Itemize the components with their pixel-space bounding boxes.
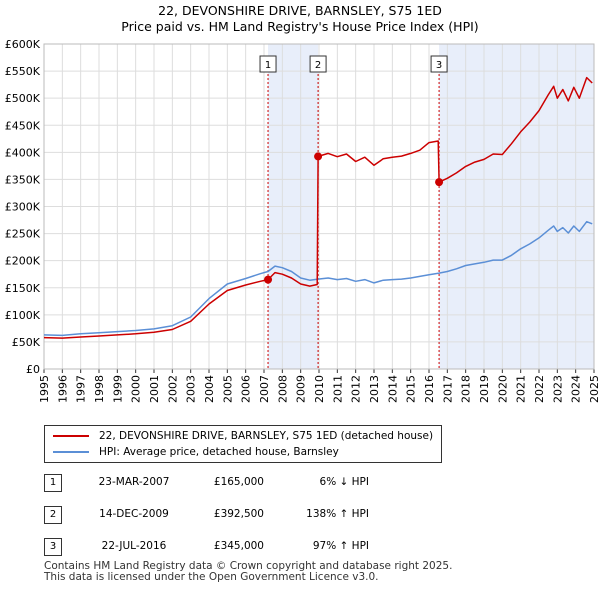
y-tick-label: £550K [5, 65, 41, 78]
x-tick-label: 2021 [515, 375, 528, 403]
y-tick-label: £50K [12, 336, 41, 349]
sale-hpi-change: 97% ↑ HPI [312, 540, 369, 552]
x-tick-label: 2025 [588, 375, 600, 403]
hpi-line [43, 220, 593, 337]
x-tick-label: 2012 [350, 375, 363, 403]
sale-point [264, 275, 273, 284]
sale-point [314, 152, 323, 161]
x-tick-label: 2005 [221, 375, 234, 403]
x-tick-label: 2015 [405, 375, 418, 403]
sale-marker-box [259, 55, 277, 73]
x-tick-label: 2008 [276, 375, 289, 403]
y-tick-label: £0 [26, 363, 40, 376]
sale-date: 23-MAR-2007 [98, 476, 170, 488]
sale-price: £345,000 [213, 540, 264, 552]
legend-item-hpi: HPI: Average price, detached house, Barn… [53, 444, 339, 460]
legend: 22, DEVONSHIRE DRIVE, BARNSLEY, S75 1ED … [44, 425, 442, 463]
sale-marker-label: 3 [44, 538, 62, 556]
sale-hpi-change: 6% ↓ HPI [319, 476, 369, 488]
x-tick-label: 2016 [423, 375, 436, 403]
y-tick-label: £500K [5, 92, 41, 105]
legend-label-property: 22, DEVONSHIRE DRIVE, BARNSLEY, S75 1ED … [99, 430, 434, 442]
x-tick-label: 2001 [148, 375, 161, 403]
sale-marker-box [430, 55, 448, 73]
x-tick-label: 2007 [258, 375, 271, 403]
x-tick-label: 2014 [386, 375, 399, 403]
y-tick-label: £250K [5, 228, 41, 241]
sale-price: £392,500 [213, 508, 264, 520]
legend-swatch-hpi [53, 451, 89, 453]
y-tick-label: £100K [5, 309, 41, 322]
x-tick-label: 2004 [203, 375, 216, 403]
x-tick-label: 2000 [130, 375, 143, 403]
x-tick-label: 2003 [185, 375, 198, 403]
x-tick-label: 2011 [331, 375, 344, 403]
x-tick-label: 2018 [460, 375, 473, 403]
x-tick-label: 2017 [441, 375, 454, 403]
legend-item-property: 22, DEVONSHIRE DRIVE, BARNSLEY, S75 1ED … [53, 428, 433, 444]
footer-copyright: Contains HM Land Registry data © Crown c… [44, 560, 453, 572]
sale-row: 3 22-JUL-2016 £345,000 97% ↑ HPI [44, 538, 444, 556]
plot-border [43, 43, 595, 370]
x-tick-label: 2022 [533, 375, 546, 403]
y-tick-label: £600K [5, 38, 41, 51]
sale-row: 1 23-MAR-2007 £165,000 6% ↓ HPI [44, 474, 444, 492]
y-tick-label: £300K [5, 201, 41, 214]
chart-subtitle: Price paid vs. HM Land Registry's House … [121, 19, 479, 34]
x-tick-label: 1998 [93, 375, 106, 403]
sale-marker-number: 3 [436, 60, 442, 71]
sale-row: 2 14-DEC-2009 £392,500 138% ↑ HPI [44, 506, 444, 524]
sale-date: 14-DEC-2009 [99, 508, 169, 520]
x-tick-label: 2023 [551, 375, 564, 403]
property-price-line [43, 76, 593, 339]
chart-title: 22, DEVONSHIRE DRIVE, BARNSLEY, S75 1ED [158, 3, 442, 18]
sale-marker-number: 2 [315, 60, 321, 71]
y-tick-label: £350K [5, 173, 41, 186]
x-tick-label: 2013 [368, 375, 381, 403]
x-tick-label: 1999 [111, 375, 124, 403]
x-tick-label: 1997 [75, 375, 88, 403]
sale-date: 22-JUL-2016 [101, 540, 167, 552]
legend-swatch-property [53, 435, 89, 437]
sale-marker-box [309, 55, 327, 73]
x-tick-label: 2024 [570, 375, 583, 403]
y-tick-label: £200K [5, 255, 41, 268]
x-tick-label: 2006 [240, 375, 253, 403]
x-tick-label: 2010 [313, 375, 326, 403]
x-tick-label: 1996 [56, 375, 69, 403]
x-tick-label: 2020 [496, 375, 509, 403]
sale-hpi-change: 138% ↑ HPI [306, 508, 369, 520]
price-chart: £0 £50K £100K £150K £200K £250K £300K £350K £400… [5, 38, 600, 403]
sale-marker-label: 1 [44, 474, 62, 492]
y-tick-label: £450K [5, 119, 41, 132]
y-tick-label: £400K [5, 146, 41, 159]
footer-licence: This data is licensed under the Open Gov… [44, 571, 379, 583]
x-tick-label: 2019 [478, 375, 491, 403]
x-tick-label: 2009 [295, 375, 308, 403]
x-tick-label: 2002 [166, 375, 179, 403]
sale-point [435, 178, 444, 187]
y-tick-label: £150K [5, 282, 41, 295]
sale-price: £165,000 [213, 476, 264, 488]
x-tick-label: 1995 [38, 375, 51, 403]
sale-marker-label: 2 [44, 506, 62, 524]
sale-marker-number: 1 [265, 60, 271, 71]
legend-label-hpi: HPI: Average price, detached house, Barn… [99, 446, 339, 458]
